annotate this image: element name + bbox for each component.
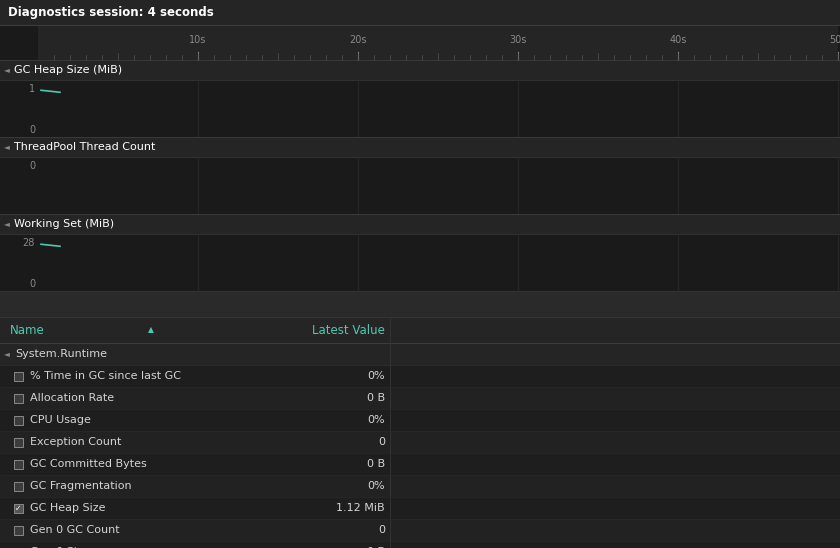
Text: Gen 0 GC Count: Gen 0 GC Count: [30, 525, 119, 535]
Bar: [13, 437, 23, 447]
Text: GC Committed Bytes: GC Committed Bytes: [30, 459, 147, 469]
Text: 0: 0: [29, 279, 35, 289]
Text: 0 B: 0 B: [367, 547, 385, 548]
Bar: [0, 497, 840, 519]
Bar: [0, 60, 840, 80]
Text: 50s: 50s: [829, 35, 840, 45]
Bar: [13, 372, 23, 380]
Text: 40s: 40s: [669, 35, 686, 45]
Bar: [0, 431, 840, 453]
Text: GC Fragmentation: GC Fragmentation: [30, 481, 132, 491]
Bar: [38, 234, 838, 291]
Text: Diagnostics session: 4 seconds: Diagnostics session: 4 seconds: [8, 6, 213, 19]
Text: GC Heap Size (MiB): GC Heap Size (MiB): [14, 65, 122, 75]
Text: ◄: ◄: [4, 142, 10, 151]
Text: 1: 1: [29, 84, 35, 94]
Bar: [0, 519, 840, 541]
Text: 0: 0: [378, 525, 385, 535]
Text: Latest Value: Latest Value: [312, 323, 385, 336]
Text: 0 B: 0 B: [367, 459, 385, 469]
Text: 28: 28: [23, 238, 35, 248]
Bar: [0, 137, 840, 157]
Text: 0: 0: [29, 161, 35, 171]
Bar: [0, 343, 840, 365]
Text: ThreadPool Thread Count: ThreadPool Thread Count: [14, 142, 155, 152]
Text: ◄: ◄: [4, 220, 10, 229]
Bar: [0, 291, 840, 317]
Text: 0 B: 0 B: [367, 393, 385, 403]
Text: 1.12 MiB: 1.12 MiB: [336, 503, 385, 513]
Bar: [0, 0, 840, 25]
Bar: [0, 409, 840, 431]
Text: 0: 0: [378, 437, 385, 447]
Bar: [13, 415, 23, 425]
Text: 0%: 0%: [367, 415, 385, 425]
Text: 0%: 0%: [367, 481, 385, 491]
Bar: [38, 25, 838, 60]
Text: ◄: ◄: [4, 350, 10, 358]
Bar: [0, 365, 840, 387]
Text: GC Heap Size: GC Heap Size: [30, 503, 106, 513]
Text: ✓: ✓: [15, 504, 21, 512]
Text: ◄: ◄: [4, 66, 10, 75]
Text: 20s: 20s: [349, 35, 367, 45]
Bar: [0, 453, 840, 475]
Text: System.Runtime: System.Runtime: [15, 349, 107, 359]
Bar: [0, 541, 840, 548]
Bar: [38, 80, 838, 137]
Bar: [13, 482, 23, 490]
Text: Name: Name: [10, 323, 45, 336]
Bar: [0, 475, 840, 497]
Bar: [38, 157, 838, 214]
Text: Allocation Rate: Allocation Rate: [30, 393, 114, 403]
Bar: [13, 504, 23, 512]
Bar: [13, 393, 23, 402]
Bar: [13, 526, 23, 534]
Bar: [0, 214, 840, 234]
Bar: [0, 317, 840, 343]
Text: 0%: 0%: [367, 371, 385, 381]
Text: 10s: 10s: [189, 35, 207, 45]
Text: Working Set (MiB): Working Set (MiB): [14, 219, 114, 229]
Text: Gen 0 Size: Gen 0 Size: [30, 547, 90, 548]
Text: 30s: 30s: [509, 35, 527, 45]
Bar: [0, 387, 840, 409]
Text: % Time in GC since last GC: % Time in GC since last GC: [30, 371, 181, 381]
Text: 0: 0: [29, 125, 35, 135]
Text: Exception Count: Exception Count: [30, 437, 121, 447]
Text: ▲: ▲: [148, 325, 154, 334]
Text: CPU Usage: CPU Usage: [30, 415, 91, 425]
Bar: [13, 460, 23, 469]
